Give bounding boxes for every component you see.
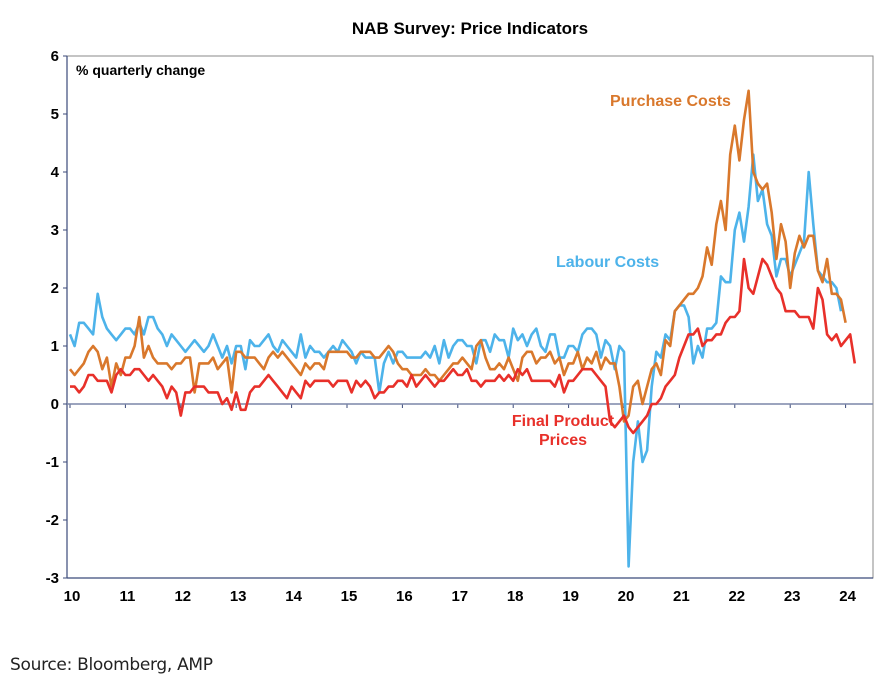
label-purchase-costs: Purchase Costs bbox=[610, 93, 731, 110]
y-tick-label: -3 bbox=[46, 570, 59, 587]
x-tick-label: 16 bbox=[396, 588, 413, 605]
source-note: Source: Bloomberg, AMP bbox=[10, 655, 213, 675]
y-tick-label: -1 bbox=[46, 454, 59, 471]
label-final-product-prices-line1: Final Product bbox=[512, 413, 615, 430]
x-tick-label: 12 bbox=[174, 588, 191, 605]
x-tick-label: 18 bbox=[507, 588, 524, 605]
label-labour-costs: Labour Costs bbox=[556, 254, 659, 271]
series-line-labour-costs bbox=[68, 153, 843, 568]
y-tick-label: 3 bbox=[51, 222, 59, 239]
x-tick-label: 13 bbox=[230, 588, 247, 605]
x-tick-label: 17 bbox=[451, 588, 468, 605]
x-tick-label: 23 bbox=[784, 588, 801, 605]
y-tick-label: 5 bbox=[51, 106, 59, 123]
x-tick-label: 22 bbox=[728, 588, 745, 605]
x-tick-label: 11 bbox=[119, 588, 135, 605]
x-tick-label: 14 bbox=[285, 588, 302, 605]
y-axis: -3 -2 -1 0 1 2 3 4 5 6 bbox=[46, 48, 68, 587]
series-line-purchase-costs bbox=[68, 89, 847, 423]
x-tick-label: 24 bbox=[839, 588, 856, 605]
series-lines bbox=[68, 89, 857, 568]
series-line-final-product-prices bbox=[70, 257, 857, 435]
x-tick-label: 15 bbox=[341, 588, 358, 605]
y-tick-label: 0 bbox=[51, 396, 59, 413]
chart: NAB Survey: Price Indicators % quarterly… bbox=[46, 19, 874, 605]
chart-title: NAB Survey: Price Indicators bbox=[352, 19, 588, 38]
y-tick-label: 1 bbox=[51, 338, 59, 355]
x-tick-label: 21 bbox=[673, 588, 690, 605]
x-axis: 10 11 12 13 14 15 16 17 18 19 20 21 22 23 24 bbox=[64, 404, 873, 605]
y-tick-label: 6 bbox=[51, 48, 59, 65]
y-tick-label: -2 bbox=[46, 512, 59, 529]
x-tick-label: 10 bbox=[64, 588, 81, 605]
y-axis-unit-label: % quarterly change bbox=[76, 62, 205, 78]
y-tick-label: 4 bbox=[51, 164, 60, 181]
label-final-product-prices-line2: Prices bbox=[539, 432, 587, 449]
x-tick-label: 19 bbox=[562, 588, 579, 605]
x-tick-label: 20 bbox=[618, 588, 635, 605]
y-tick-label: 2 bbox=[51, 280, 59, 297]
